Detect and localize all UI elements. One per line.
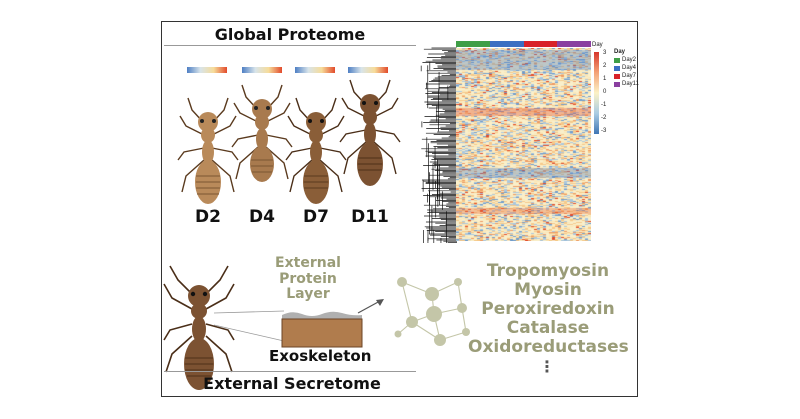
- day-label-d7: D7: [303, 207, 329, 227]
- day-label-d4: D4: [249, 207, 275, 227]
- global-proteome-title: Global Proteome: [214, 25, 366, 44]
- protein-tropomyosin: Tropomyosin: [486, 261, 610, 281]
- day11-column-band: [557, 41, 591, 47]
- more-proteins-ellipsis: ⋮: [539, 357, 555, 376]
- external-secretome-title: External Secretome: [203, 374, 381, 393]
- legend-swatch-day11: [614, 82, 620, 87]
- scale-tick-label: -1: [601, 102, 607, 108]
- gradient-bar-d11: [348, 67, 388, 73]
- ant-d11-illustration: [339, 79, 401, 186]
- exoskeleton-label: Exoskeleton: [269, 347, 372, 365]
- protein-myosin: Myosin: [514, 280, 582, 301]
- scale-tick-label: -3: [601, 128, 607, 134]
- row-dendrogram: [420, 47, 457, 243]
- legend-swatch-day2: [614, 58, 620, 63]
- gradient-bar-d2: [187, 67, 227, 73]
- legend-swatch-day7: [614, 74, 620, 79]
- day-label-d11: D11: [351, 207, 389, 227]
- scale-tick-label: 3: [603, 50, 607, 56]
- external-protein-layer-label: External Protein Layer: [275, 255, 341, 303]
- gradient-bar-d4: [242, 67, 282, 73]
- ant-d7-illustration: [285, 97, 347, 204]
- day4-column-band: [489, 41, 524, 47]
- ant-d2-illustration: [177, 97, 239, 204]
- legend-label-day4: Day4: [622, 65, 637, 71]
- protein-oxidoreductases: Oxidoreductases: [468, 337, 629, 358]
- scale-tick-label: 0: [603, 89, 607, 95]
- color-scale-bar: [594, 52, 599, 134]
- legend-label-day7: Day7: [622, 73, 637, 79]
- header-divider: [164, 45, 416, 46]
- legend-label-day11: Day11: [622, 81, 639, 87]
- protein-catalase: Catalase: [506, 318, 590, 339]
- legend-swatch-day4: [614, 66, 620, 71]
- scale-tick-label: 2: [603, 63, 607, 69]
- scale-tick-label: -2: [601, 115, 607, 121]
- gradient-bar-d7: [295, 67, 335, 73]
- arrow-to-network: [357, 299, 384, 314]
- protein-abundance-heatmap: [456, 48, 591, 241]
- protein-peroxiredoxin: Peroxiredoxin: [481, 299, 615, 320]
- zoom-guide-lines: [213, 310, 285, 342]
- legend-title: Day: [614, 49, 626, 55]
- scale-tick-label: 1: [603, 76, 607, 82]
- protein-network: [394, 277, 470, 346]
- exoskeleton-block: [281, 311, 363, 348]
- legend-label-day2: Day2: [622, 57, 637, 63]
- protein-list: Tropomyosin Myosin Peroxiredoxin Catalas…: [468, 261, 629, 358]
- ant-d4-illustration: [231, 84, 293, 182]
- ant-adult-illustration: [163, 265, 235, 390]
- scale-title: Day: [592, 42, 603, 48]
- footer-divider: [164, 371, 416, 372]
- day2-column-band: [456, 41, 490, 47]
- day-label-d2: D2: [195, 207, 221, 227]
- day-color-bar: [456, 41, 591, 47]
- day7-column-band: [523, 41, 558, 47]
